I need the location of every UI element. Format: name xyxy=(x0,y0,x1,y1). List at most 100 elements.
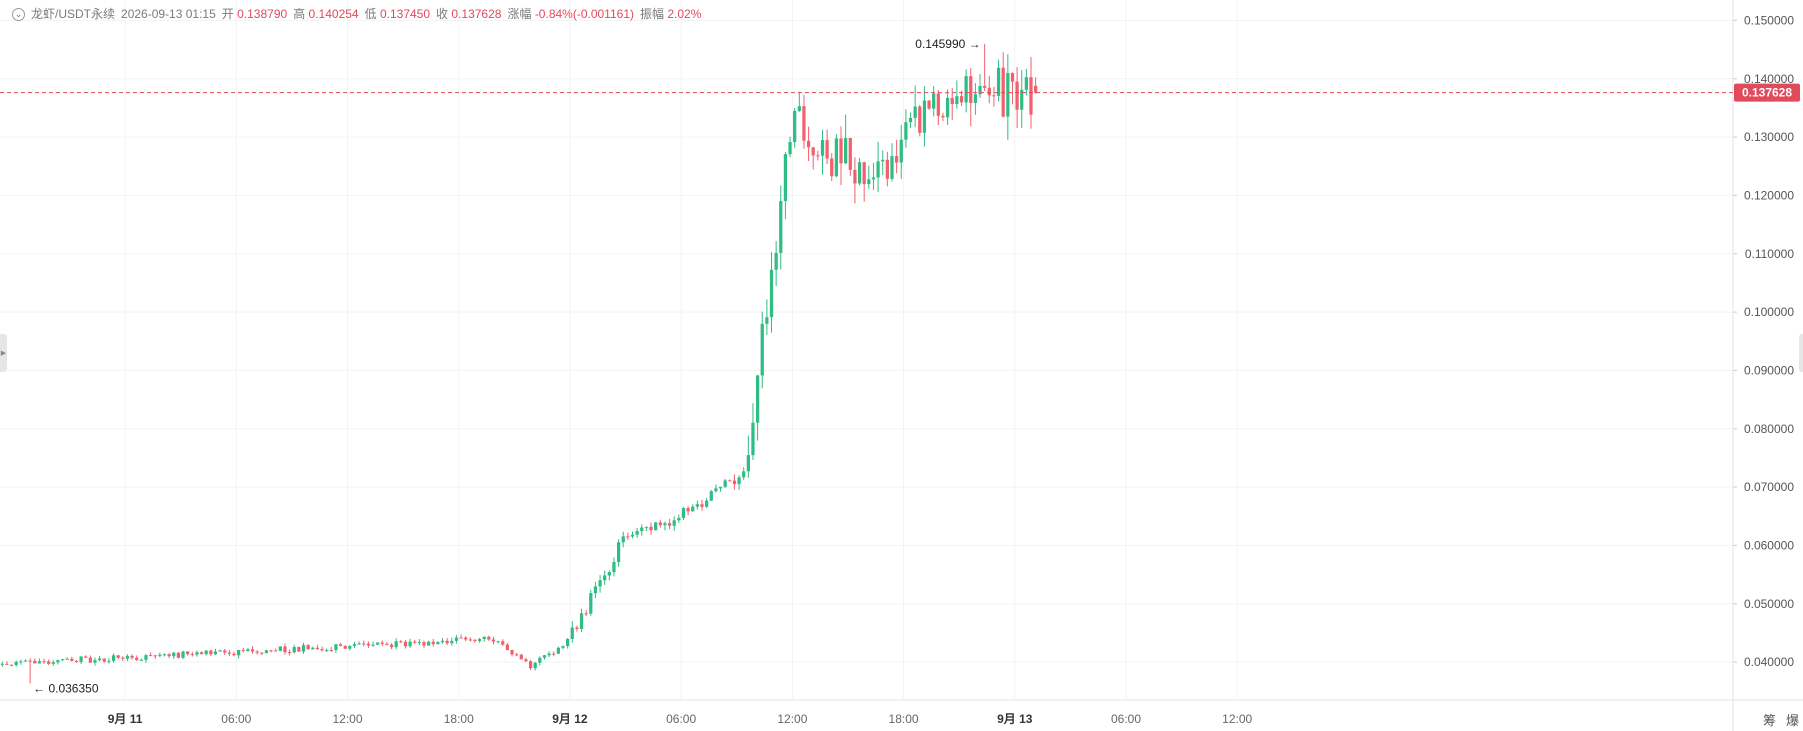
candle-body xyxy=(51,662,55,664)
candle-body xyxy=(468,639,472,641)
candle-down xyxy=(320,646,324,652)
candle-down xyxy=(1010,72,1015,105)
close-value: 0.137628 xyxy=(451,7,502,21)
candle-body xyxy=(343,645,347,649)
candle-body xyxy=(941,115,945,118)
candle-down xyxy=(552,651,556,657)
candle-up xyxy=(195,650,199,657)
chevron-right-icon[interactable]: ▶ xyxy=(0,334,7,372)
candle-body xyxy=(959,96,964,103)
candle-up xyxy=(742,467,746,481)
candle-body xyxy=(209,650,213,655)
candle-body xyxy=(950,97,954,104)
candle-body xyxy=(788,142,792,155)
candle-body xyxy=(992,95,996,97)
candle-body xyxy=(204,650,208,655)
candle-body xyxy=(742,471,746,478)
candle-body xyxy=(936,93,940,116)
candle-body xyxy=(5,663,9,665)
candle-down xyxy=(473,638,477,643)
candle-body xyxy=(408,641,412,647)
candle-up xyxy=(978,73,982,98)
candle-body xyxy=(47,661,51,664)
candle-down xyxy=(255,650,259,655)
candle-body xyxy=(538,657,542,663)
candle-down xyxy=(987,75,991,104)
candle-down xyxy=(399,640,403,644)
x-tick-label: 12:00 xyxy=(333,712,363,726)
candle-up xyxy=(311,646,315,650)
collapse-icon[interactable]: ⌄ xyxy=(12,7,25,21)
candle-body xyxy=(589,593,593,614)
candle-down xyxy=(130,654,134,660)
candle-down xyxy=(894,139,899,174)
candle-down xyxy=(84,655,88,658)
candle-up xyxy=(834,134,839,178)
low-label: 低 xyxy=(364,7,377,21)
candles-layer xyxy=(0,43,1038,684)
candle-body xyxy=(955,96,959,104)
candle-body xyxy=(691,506,695,512)
x-tick-label: 06:00 xyxy=(221,712,251,726)
candle-up xyxy=(844,114,848,165)
candle-body xyxy=(1034,85,1038,93)
liquidation-button[interactable]: 爆 xyxy=(1785,714,1799,729)
candle-up xyxy=(579,608,584,633)
high-label: 高 xyxy=(293,7,306,21)
x-tick-label: 9月 13 xyxy=(997,712,1033,726)
candle-down xyxy=(445,638,449,646)
candle-body xyxy=(315,647,320,650)
chip-button[interactable]: 筹 xyxy=(1762,714,1776,729)
candle-body xyxy=(394,641,398,648)
candle-down xyxy=(190,651,194,657)
candle-body xyxy=(431,641,435,645)
candle-body xyxy=(802,106,806,141)
candle-body xyxy=(376,642,380,645)
candle-body xyxy=(598,580,602,587)
candle-up xyxy=(213,648,218,655)
candle-body xyxy=(1010,73,1015,82)
candle-up xyxy=(125,654,130,662)
candle-down xyxy=(5,661,9,665)
x-tick-label: 06:00 xyxy=(666,712,696,726)
candle-down xyxy=(135,655,139,661)
candle-down xyxy=(825,129,829,164)
candle-body xyxy=(533,662,537,669)
candle-body xyxy=(913,106,917,118)
candle-body xyxy=(436,642,440,645)
candle-down xyxy=(464,636,468,642)
candle-up xyxy=(1020,70,1024,129)
candle-up xyxy=(111,653,116,663)
low-value: 0.137450 xyxy=(379,7,431,21)
candle-up xyxy=(334,643,338,654)
right-edge-handle[interactable] xyxy=(1799,334,1803,372)
open-label: 开 xyxy=(221,7,234,21)
candle-down xyxy=(42,658,46,664)
candle-up xyxy=(737,475,741,490)
candle-up xyxy=(779,185,783,270)
candle-up xyxy=(593,581,598,599)
candle-up xyxy=(181,650,185,660)
candle-body xyxy=(630,534,635,537)
candle-body xyxy=(162,654,167,656)
x-axis[interactable]: 9月 11 06:00 12:00 18:00 9月 12 06:00 12:00 18:00… xyxy=(108,712,1253,726)
candle-up xyxy=(964,69,968,113)
candle-body xyxy=(158,654,162,656)
change-value: -0.84%(-0.001161) xyxy=(534,7,634,21)
candle-body xyxy=(195,652,199,655)
candle-body xyxy=(932,93,936,109)
y-axis[interactable]: 0.040000 0.050000 0.060000 0.070000 0.080000… xyxy=(1733,13,1794,669)
candle-down xyxy=(885,151,889,187)
y-tick-label: 0.090000 xyxy=(1744,363,1794,377)
candle-up xyxy=(635,527,639,538)
candle-body xyxy=(84,656,88,658)
candle-body xyxy=(575,627,579,629)
candle-body xyxy=(311,647,315,650)
candle-body xyxy=(876,161,880,178)
candle-body xyxy=(593,586,598,594)
candle-body xyxy=(705,500,709,507)
candle-body xyxy=(176,652,181,658)
candle-up xyxy=(37,658,42,664)
